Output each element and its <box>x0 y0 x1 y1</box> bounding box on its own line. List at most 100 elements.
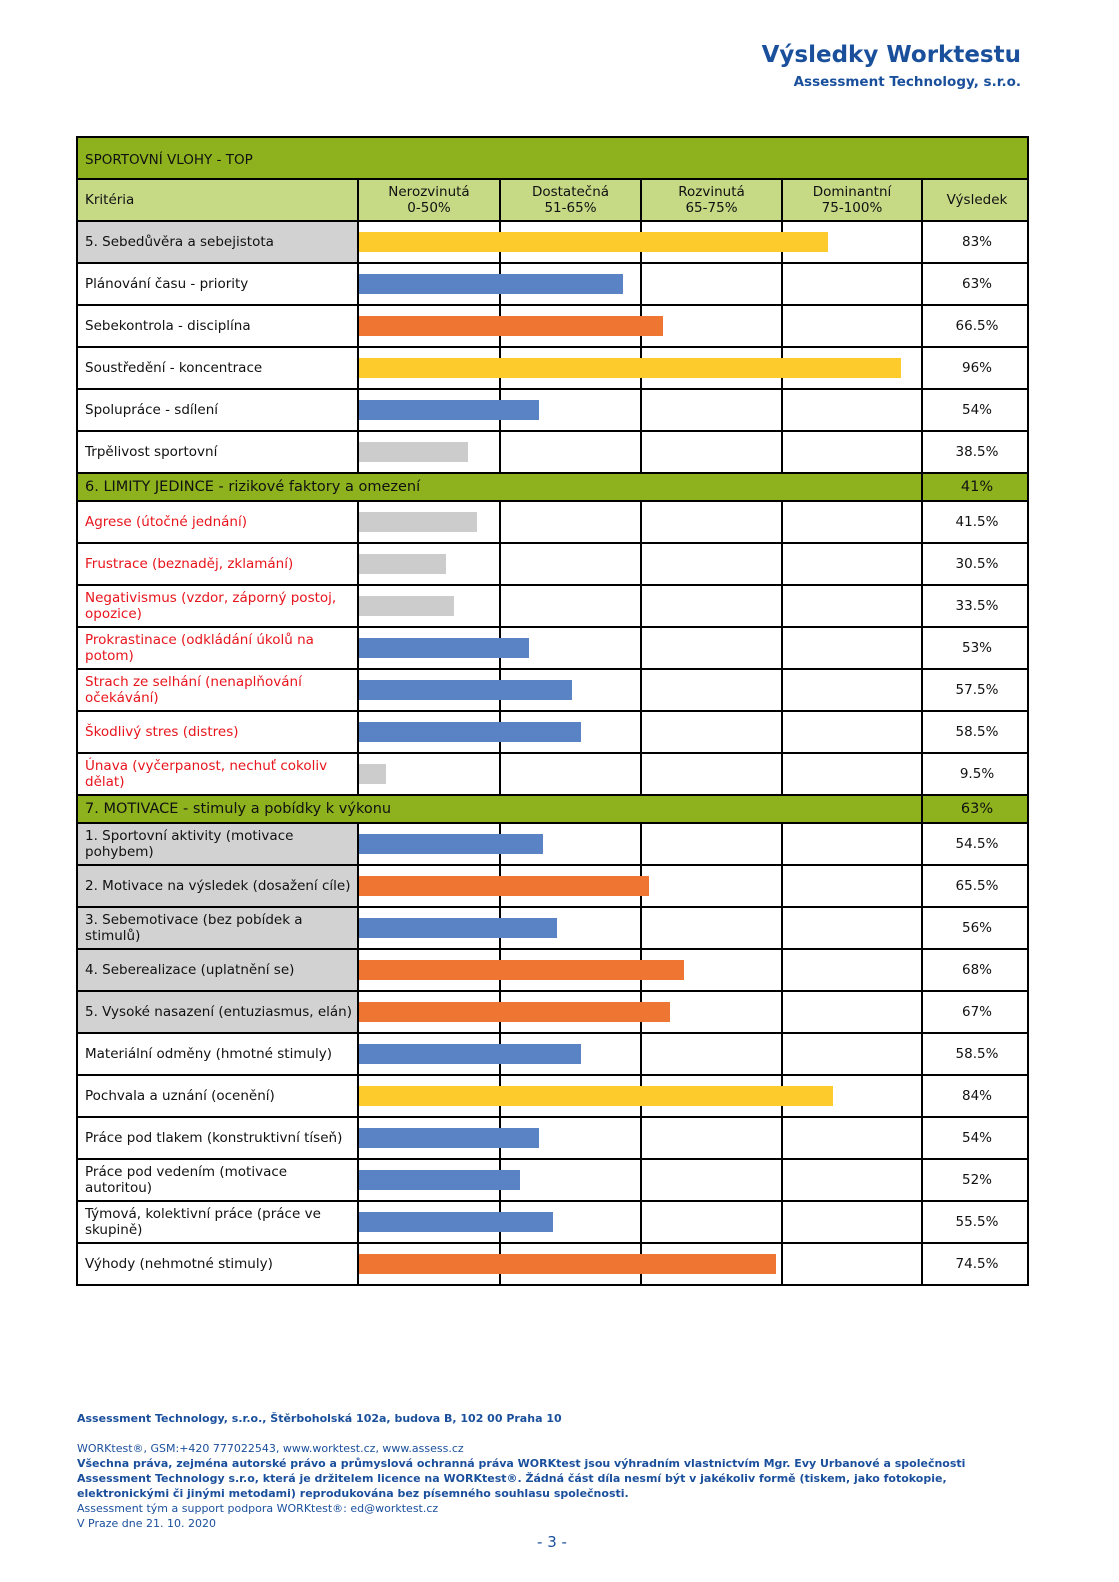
criterion-label: Sebekontrola - disciplína <box>78 306 359 346</box>
band-cell <box>783 1160 923 1200</box>
bar <box>359 1044 581 1064</box>
band-range: 65-75% <box>685 200 738 216</box>
section-result: 41% <box>960 479 994 495</box>
section-row: 6. LIMITY JEDINCE - rizikové faktory a o… <box>76 474 1029 502</box>
bar <box>359 960 685 980</box>
criterion-label: Negativismus (vzdor, záporný postoj, opo… <box>78 586 359 626</box>
criterion-row: 1. Sportovní aktivity (motivace pohybem)… <box>76 824 1029 866</box>
bar <box>359 680 572 700</box>
bar <box>359 918 558 938</box>
result-value: 96% <box>961 360 992 376</box>
result-value: 58.5% <box>955 1046 999 1062</box>
band-cell <box>642 670 783 710</box>
bar <box>359 358 901 378</box>
band-cell <box>501 586 642 626</box>
criterion-row: Frustrace (beznaděj, zklamání) 30.5% <box>76 544 1029 586</box>
bar <box>359 1170 520 1190</box>
criterion-row: 5. Sebedůvěra a sebejistota 83% <box>76 222 1029 264</box>
section-result: 63% <box>960 801 994 817</box>
band-cell <box>642 1244 783 1284</box>
band-cell <box>359 544 501 584</box>
result-value: 54% <box>961 1130 992 1146</box>
bar <box>359 1254 776 1274</box>
result-value: 30.5% <box>955 556 999 572</box>
band-cell <box>783 502 923 542</box>
band-cell <box>783 754 923 794</box>
result-value: 52% <box>961 1172 992 1188</box>
band-cell <box>642 950 783 990</box>
criterion-row: Plánování času - priority 63% <box>76 264 1029 306</box>
criterion-label: Trpělivost sportovní <box>78 432 359 472</box>
criterion-row: Práce pod vedením (motivace autoritou) 52… <box>76 1160 1029 1202</box>
band-cell <box>501 1202 642 1242</box>
result-value: 68% <box>961 962 992 978</box>
band-cell <box>359 586 501 626</box>
bar <box>359 274 624 294</box>
band-cell <box>783 264 923 304</box>
band-cell <box>359 432 501 472</box>
criterion-label: Prokrastinace (odkládání úkolů na potom) <box>78 628 359 668</box>
band-cell <box>783 432 923 472</box>
criterion-label: Agrese (útočné jednání) <box>78 502 359 542</box>
criterion-label: 1. Sportovní aktivity (motivace pohybem) <box>78 824 359 864</box>
criterion-label: 2. Motivace na výsledek (dosažení cíle) <box>78 866 359 906</box>
band-cell <box>783 348 923 388</box>
criterion-row: 5. Vysoké nasazení (entuziasmus, elán) 67… <box>76 992 1029 1034</box>
result-value: 56% <box>961 920 992 936</box>
band-cell <box>501 432 642 472</box>
criterion-label: Spolupráce - sdílení <box>78 390 359 430</box>
footer-support: Assessment tým a support podpora WORKtes… <box>77 1502 439 1515</box>
band-name: Dostatečná <box>531 184 610 200</box>
result-value: 9.5% <box>959 766 995 782</box>
band-name: Nerozvinutá <box>388 184 470 200</box>
band-cell <box>783 1034 923 1074</box>
band-header: Dostatečná 51-65% <box>501 180 642 220</box>
band-cell <box>783 1076 923 1116</box>
page-number: - 3 - <box>537 1533 567 1551</box>
criterion-row: Spolupráce - sdílení 54% <box>76 390 1029 432</box>
bar <box>359 638 530 658</box>
criterion-label: Týmová, kolektivní práce (práce ve skupi… <box>78 1202 359 1242</box>
criterion-row: Trpělivost sportovní 38.5% <box>76 432 1029 474</box>
band-header: Rozvinutá 65-75% <box>642 180 783 220</box>
criterion-row: 4. Seberealizace (uplatnění se) 68% <box>76 950 1029 992</box>
criteria-header: Kritéria <box>78 180 359 220</box>
bar <box>359 1212 553 1232</box>
bar <box>359 1002 671 1022</box>
bar <box>359 442 469 462</box>
band-cell <box>783 992 923 1032</box>
band-cell <box>783 712 923 752</box>
column-header-row: Kritéria Nerozvinutá 0-50% Dostatečná 51-65%… <box>76 180 1029 222</box>
result-value: 54.5% <box>955 836 999 852</box>
bar <box>359 512 477 532</box>
criterion-row: Materiální odměny (hmotné stimuly) 58.5% <box>76 1034 1029 1076</box>
band-cell <box>642 628 783 668</box>
band-cell <box>783 628 923 668</box>
bar <box>359 722 581 742</box>
band-cell <box>501 1034 642 1074</box>
result-value: 84% <box>961 1088 992 1104</box>
band-cell <box>642 992 783 1032</box>
band-cell <box>783 908 923 948</box>
result-value: 33.5% <box>955 598 999 614</box>
result-value: 65.5% <box>955 878 999 894</box>
result-value: 74.5% <box>955 1256 999 1272</box>
band-cell <box>642 754 783 794</box>
band-cell <box>642 586 783 626</box>
band-cell <box>783 950 923 990</box>
band-cell <box>642 1034 783 1074</box>
criterion-label: Frustrace (beznaděj, zklamání) <box>78 544 359 584</box>
result-value: 83% <box>961 234 992 250</box>
criterion-label: Únava (vyčerpanost, nechuť cokoliv dělat… <box>78 754 359 794</box>
band-cell <box>642 824 783 864</box>
criterion-row: Pochvala a uznání (ocenění) 84% <box>76 1076 1029 1118</box>
result-value: 54% <box>961 402 992 418</box>
bar <box>359 1128 539 1148</box>
band-range: 75-100% <box>821 200 883 216</box>
band-cell <box>642 264 783 304</box>
criterion-row: Prokrastinace (odkládání úkolů na potom)… <box>76 628 1029 670</box>
bar <box>359 596 455 616</box>
bar <box>359 876 650 896</box>
band-cell <box>359 502 501 542</box>
